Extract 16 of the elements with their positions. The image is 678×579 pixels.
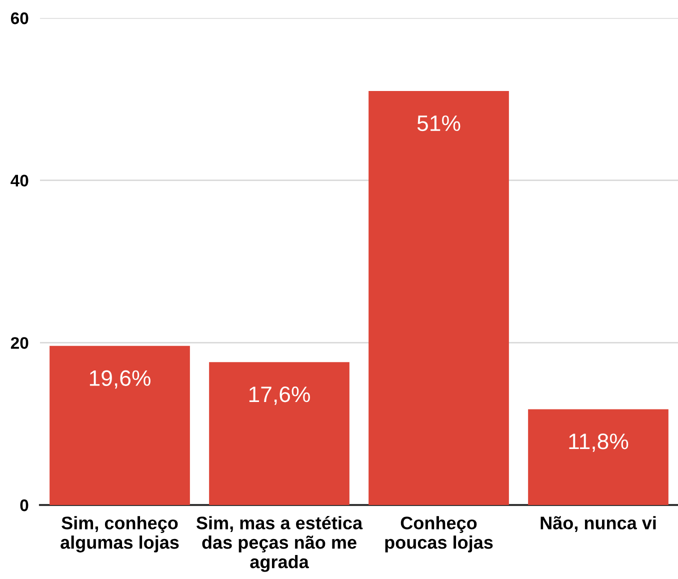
x-tick-label: Sim, conheço algumas lojas [60, 516, 179, 552]
bar [368, 91, 509, 505]
y-tick-label: 0 [20, 499, 28, 512]
data-label: 19,6% [90, 370, 150, 389]
bar [209, 362, 350, 505]
x-tick-label: Sim, mas a estética das peças não me agrada [196, 516, 363, 572]
x-tick-label: Conheço poucas lojas [385, 516, 493, 552]
data-label: 11,8% [569, 434, 628, 452]
data-label: 17,6% [249, 386, 310, 405]
x-tick-label: Não, nunca vi [540, 516, 656, 532]
y-tick-label: 20 [10, 337, 28, 349]
bar [50, 346, 190, 505]
y-tick-label: 40 [10, 174, 28, 187]
y-tick-label: 60 [10, 12, 28, 24]
bar [528, 409, 668, 505]
data-label: 51% [417, 115, 460, 132]
